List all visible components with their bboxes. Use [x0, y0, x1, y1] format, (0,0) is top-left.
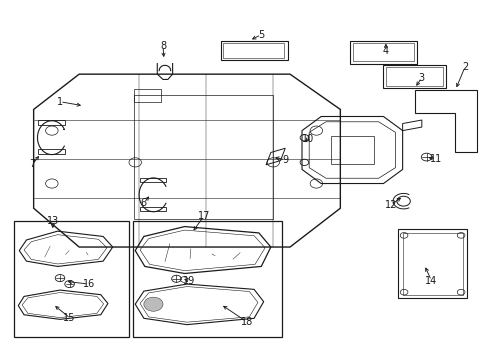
Text: 19: 19	[183, 275, 195, 285]
Text: 16: 16	[82, 279, 95, 289]
Text: 2: 2	[461, 62, 467, 72]
Bar	[133, 221, 281, 337]
Text: 14: 14	[425, 275, 437, 285]
Text: 10: 10	[301, 134, 313, 144]
Text: 15: 15	[63, 312, 76, 323]
Bar	[134, 95, 273, 219]
Bar	[134, 89, 160, 102]
Text: 11: 11	[429, 154, 442, 164]
Text: 8: 8	[160, 41, 166, 51]
Text: 12: 12	[384, 200, 396, 210]
Text: 6: 6	[141, 198, 146, 208]
Bar	[386, 67, 442, 86]
Bar	[352, 43, 413, 62]
Text: 13: 13	[46, 216, 59, 226]
Text: 18: 18	[240, 317, 252, 327]
Bar	[39, 149, 64, 154]
Circle shape	[143, 297, 163, 311]
Text: 3: 3	[418, 73, 424, 83]
Bar	[330, 136, 373, 164]
Text: 17: 17	[197, 211, 209, 221]
Bar	[39, 120, 64, 125]
Bar	[223, 43, 284, 58]
Bar	[15, 221, 129, 337]
Text: 5: 5	[258, 30, 264, 40]
Text: 9: 9	[282, 155, 288, 165]
Text: 7: 7	[29, 159, 36, 169]
Text: 4: 4	[382, 46, 388, 56]
Bar	[140, 178, 166, 183]
Text: 1: 1	[57, 97, 63, 107]
Bar	[140, 207, 166, 211]
